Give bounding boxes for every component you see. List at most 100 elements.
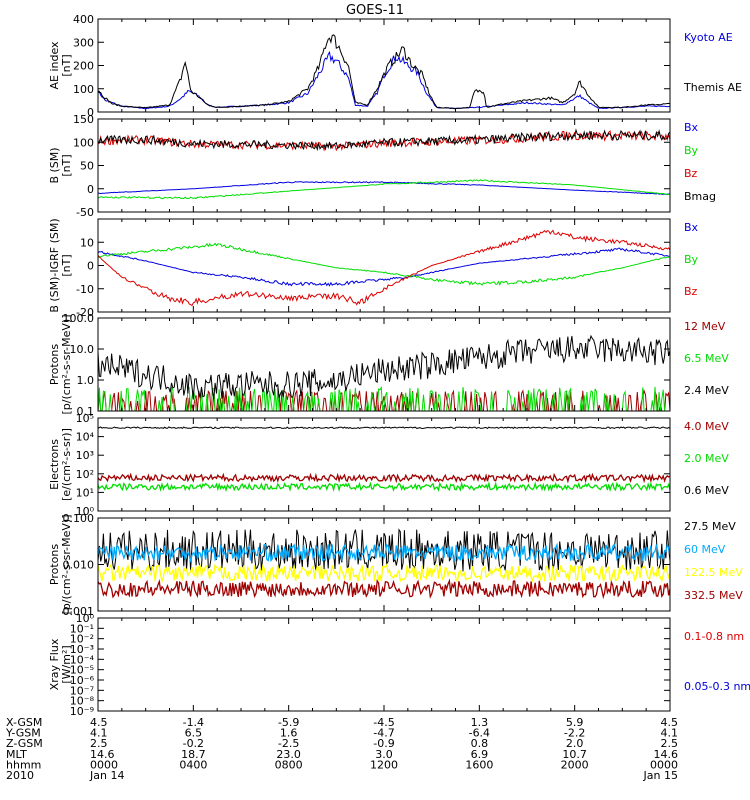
legend-label: 27.5 MeV — [684, 520, 736, 533]
panel-ae: 0 100 200 300 400 AE index [nT] Kyoto AE Themis … — [48, 13, 742, 119]
footer-value: 0000 — [650, 758, 678, 771]
series-line-bz — [98, 130, 670, 152]
y-tick-label: 0.1 — [77, 405, 95, 418]
legend-label: Bx — [684, 221, 699, 234]
footer-value: 1600 — [465, 758, 493, 771]
footer-row-label: Z-GSM — [6, 737, 43, 750]
legend-label: Bz — [684, 285, 698, 298]
y-tick-label: 10⁻⁸ — [70, 695, 95, 708]
series-line-4-0-mev — [98, 472, 670, 484]
y-axis-label: AE index — [48, 41, 61, 90]
y-tick-label: 200 — [73, 60, 94, 73]
footer-value: 14.6 — [654, 748, 679, 761]
y-axis-label: Protons — [48, 344, 61, 385]
y-tick-label: 10⁻² — [70, 633, 94, 646]
series-line-bz — [98, 229, 670, 307]
y-axis-unit: [nT] — [60, 154, 73, 176]
legend-label: 2.0 MeV — [684, 452, 729, 465]
legend-label: 60 MeV — [684, 543, 726, 556]
y-tick-label: 0 — [87, 106, 94, 119]
footer-value: 1200 — [370, 758, 398, 771]
footer-row-label: MLT — [6, 748, 27, 761]
legend-label: 12 MeV — [684, 320, 726, 333]
footer-value: 1.3 — [471, 716, 489, 729]
legend-label: Kyoto AE — [684, 31, 733, 44]
footer-value: -0.9 — [373, 737, 394, 750]
series-line-bmag — [98, 128, 670, 152]
series-group — [98, 334, 670, 411]
footer-value: 2.5 — [90, 737, 108, 750]
footer-value: -0.2 — [183, 737, 204, 750]
y-axis-label: Xray Flux — [48, 638, 61, 690]
footer-value: -6.4 — [469, 727, 490, 740]
footer-value: 4.5 — [661, 716, 679, 729]
footer-value: Jan 15 — [643, 769, 678, 782]
y-tick-label: 10⁻⁶ — [70, 674, 95, 687]
footer-value: 0800 — [275, 758, 303, 771]
footer-value: 4.1 — [661, 727, 679, 740]
footer-value: 6.5 — [185, 727, 203, 740]
y-tick-label: 0 — [87, 183, 94, 196]
series-group — [98, 528, 670, 600]
footer-value: 1.6 — [280, 727, 298, 740]
y-tick-label: 300 — [73, 36, 94, 49]
legend-label: 0.05-0.3 nm — [684, 680, 750, 693]
y-tick-label: 400 — [73, 13, 94, 26]
panel-frame — [97, 218, 671, 313]
legend-label: 4.0 MeV — [684, 420, 729, 433]
y-tick-label: -50 — [76, 206, 94, 219]
series-line-122-5-mev — [98, 563, 670, 584]
y-tick-label: 10⁻¹ — [70, 622, 94, 635]
y-axis-label: Electrons — [48, 439, 61, 490]
legend-label: 0.6 MeV — [684, 484, 729, 497]
y-axis-unit: [p/(cm²-s-sr-MeV)] — [60, 315, 73, 415]
legend-label: Bmag — [684, 190, 716, 203]
legend-label: By — [684, 144, 699, 157]
y-tick-label: -20 — [76, 306, 94, 319]
series-line-332-5-mev — [98, 578, 670, 600]
panel-b: -50 0 50 100 150 B (SM) [nT] Bx By Bz Bmag — [48, 113, 716, 219]
series-line-kyoto-ae — [98, 50, 670, 110]
footer-value: 0000 — [90, 758, 118, 771]
series-line-bx — [98, 247, 670, 287]
y-tick-label: 10¹ — [76, 486, 94, 499]
footer-value: 23.0 — [276, 748, 301, 761]
y-tick-label: 50 — [80, 160, 94, 173]
y-axis-unit: [W/m²] — [60, 645, 73, 683]
series-line-60-mev — [98, 542, 670, 564]
panel-frame — [97, 617, 671, 712]
footer-value: 2.5 — [661, 737, 679, 750]
footer-value: 10.7 — [562, 748, 587, 761]
y-tick-label: 10⁻⁹ — [70, 705, 94, 718]
footer-value: 5.9 — [566, 716, 584, 729]
y-tick-label: 1.0 — [77, 374, 95, 387]
panel-frame — [97, 417, 671, 512]
y-tick-label: 0.010 — [63, 559, 95, 572]
footer-value: -4.7 — [373, 727, 394, 740]
plot-title: GOES-11 — [346, 3, 404, 18]
orbit-footer: X-GSMY-GSMZ-GSMMLThhmm20104.54.12.514.60… — [5, 716, 678, 782]
footer-value: -1.4 — [183, 716, 204, 729]
series-line-0-6-mev — [98, 426, 670, 430]
series-line-by — [98, 179, 670, 200]
footer-value: 4.5 — [90, 716, 108, 729]
footer-value: 14.6 — [90, 748, 115, 761]
panel-protons2: 0.001 0.010 0.100 Protons [p/(cm²-s-sr-MeV)]… — [48, 512, 743, 618]
panel-protons1: 0.1 1.0 10.0 100.0 Protons [p/(cm²-s-sr-MeV)]… — [48, 312, 729, 418]
legend-label: Bx — [684, 121, 699, 134]
legend-label: 6.5 MeV — [684, 352, 729, 365]
series-line-themis-ae — [98, 34, 670, 110]
legend-label: 0.1-0.8 nm — [684, 630, 744, 643]
y-tick-label: 10⁰ — [76, 612, 95, 625]
series-line-27-5-mev — [98, 528, 670, 573]
y-tick-label: 10⁰ — [76, 505, 95, 518]
footer-row-label: 2010 — [6, 769, 34, 782]
legend-label: Themis AE — [683, 81, 742, 94]
y-tick-label: 10⁵ — [76, 412, 94, 425]
series-line-2-4-mev — [98, 334, 670, 400]
y-tick-label: 10² — [76, 468, 94, 481]
legend-label: Bz — [684, 167, 698, 180]
legend-label: By — [684, 253, 699, 266]
footer-value: 4.1 — [90, 727, 108, 740]
